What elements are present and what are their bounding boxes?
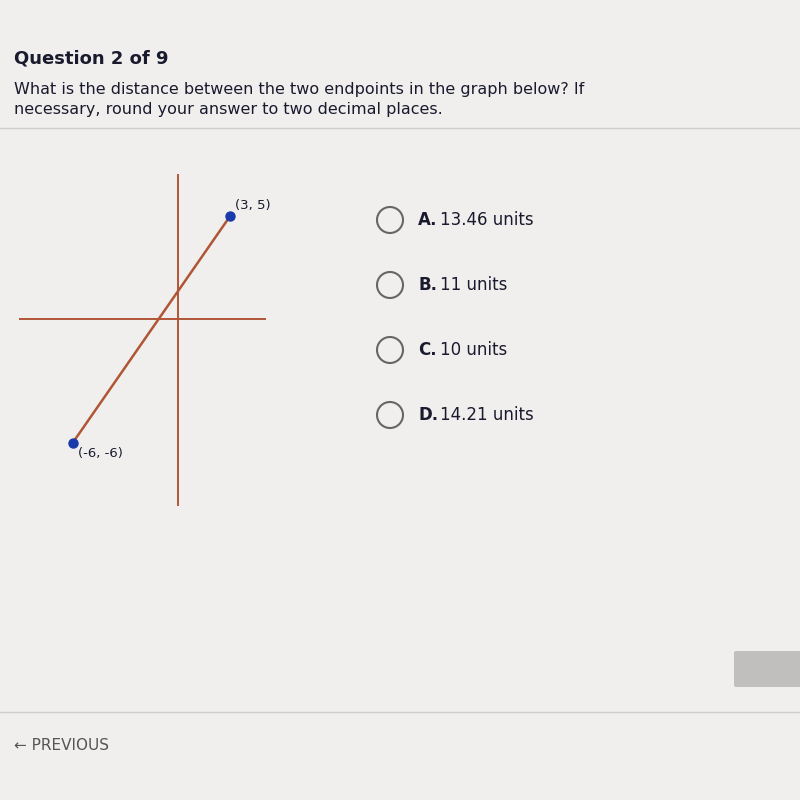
Text: D.: D. (418, 406, 438, 424)
Text: B.: B. (418, 276, 437, 294)
Text: 11 units: 11 units (440, 276, 507, 294)
Text: Question 2 of 9: Question 2 of 9 (14, 50, 169, 68)
FancyBboxPatch shape (734, 651, 800, 687)
Text: 14.21 units: 14.21 units (440, 406, 534, 424)
Text: ← PREVIOUS: ← PREVIOUS (14, 738, 109, 753)
Text: SUBM: SUBM (756, 662, 797, 676)
Text: necessary, round your answer to two decimal places.: necessary, round your answer to two deci… (14, 102, 442, 117)
Text: 10 units: 10 units (440, 341, 507, 359)
Text: A.: A. (418, 211, 438, 229)
Text: (3, 5): (3, 5) (235, 199, 270, 212)
Text: C.: C. (418, 341, 437, 359)
Text: 13.46 units: 13.46 units (440, 211, 534, 229)
Text: (-6, -6): (-6, -6) (78, 447, 122, 460)
Text: What is the distance between the two endpoints in the graph below? If: What is the distance between the two end… (14, 82, 584, 97)
